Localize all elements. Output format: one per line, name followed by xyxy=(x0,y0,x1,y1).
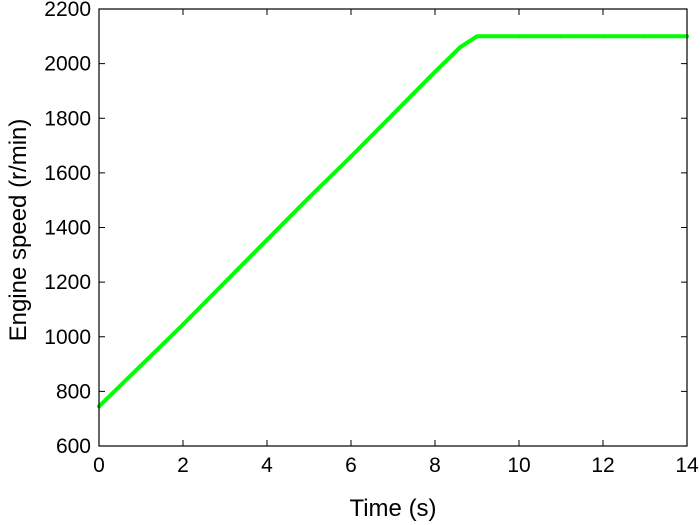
series-layer xyxy=(97,34,689,409)
series-point xyxy=(223,280,227,285)
series-line-0 xyxy=(97,34,689,409)
series-point xyxy=(307,195,311,200)
series-point xyxy=(265,237,269,242)
y-tick-label: 800 xyxy=(56,380,91,403)
x-axis-ticks: 0 2 4 6 8 10 12 14 xyxy=(93,9,699,477)
y-tick-label: 2000 xyxy=(44,53,91,76)
series-point xyxy=(475,34,479,39)
series-point xyxy=(643,34,647,39)
x-axis-label: Time (s) xyxy=(349,495,436,522)
y-tick-label: 2200 xyxy=(44,0,91,21)
series-point xyxy=(139,363,143,368)
plot-area xyxy=(99,9,687,446)
y-tick-label: 1200 xyxy=(44,271,91,294)
x-tick-label: 2 xyxy=(177,454,189,477)
y-tick-label: 1600 xyxy=(44,162,91,185)
x-tick-label: 8 xyxy=(429,454,441,477)
series-point xyxy=(517,34,521,39)
x-tick-label: 12 xyxy=(591,454,614,477)
y-tick-label: 1400 xyxy=(44,217,91,240)
y-tick-label: 1000 xyxy=(44,326,91,349)
x-tick-label: 4 xyxy=(261,454,273,477)
x-tick-label: 6 xyxy=(345,454,357,477)
series-point xyxy=(181,322,185,327)
y-axis-ticks: 600 800 1000 1200 1400 1600 1800 2000 2200 xyxy=(44,0,687,458)
series-point xyxy=(349,154,353,159)
series-point xyxy=(559,34,563,39)
x-tick-label: 10 xyxy=(507,454,530,477)
series-point xyxy=(391,112,395,117)
y-tick-label: 600 xyxy=(56,435,91,458)
series-point xyxy=(458,45,463,50)
series-point xyxy=(601,34,605,39)
series-point xyxy=(433,69,437,74)
y-axis-label: Engine speed (r/min) xyxy=(5,119,32,342)
x-tick-label: 0 xyxy=(93,454,105,477)
x-tick-label: 14 xyxy=(675,454,699,477)
y-tick-label: 1800 xyxy=(44,107,91,130)
